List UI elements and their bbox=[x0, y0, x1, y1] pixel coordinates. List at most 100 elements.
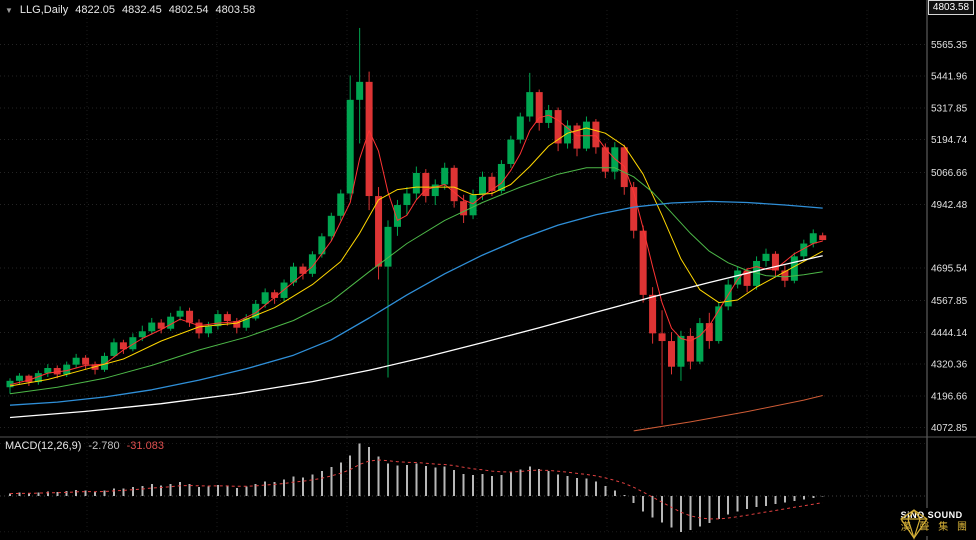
candle-body bbox=[677, 335, 685, 367]
candle-body bbox=[204, 326, 212, 334]
candle-body bbox=[611, 147, 619, 172]
candle-body bbox=[308, 254, 316, 274]
macd-header: MACD(12,26,9) -2.780 -31.083 bbox=[5, 440, 164, 452]
candle-body bbox=[554, 110, 562, 144]
candle-body bbox=[715, 306, 723, 342]
candle-body bbox=[242, 318, 250, 328]
candle-body bbox=[734, 270, 742, 285]
price-axis-label: 4695.54 bbox=[931, 263, 968, 274]
candle-body bbox=[290, 266, 297, 283]
candle-body bbox=[299, 266, 307, 274]
candle-body bbox=[384, 226, 392, 267]
candlestick-series bbox=[6, 27, 827, 425]
ohlc-open: 4822.05 bbox=[75, 4, 115, 16]
candle-body bbox=[233, 321, 241, 328]
candle-body bbox=[6, 380, 14, 388]
candle-body bbox=[393, 205, 401, 227]
candle-body bbox=[771, 253, 779, 271]
candle-body bbox=[223, 314, 231, 322]
gridlines bbox=[0, 10, 925, 534]
candle-body bbox=[516, 116, 524, 140]
macd-signal-value: -31.083 bbox=[126, 440, 164, 452]
candle-body bbox=[82, 357, 90, 365]
candle-body bbox=[346, 99, 354, 194]
candle-body bbox=[167, 316, 175, 329]
ma-mid-yellow-line bbox=[9, 127, 823, 387]
current-price-label: 4803.58 bbox=[928, 0, 974, 15]
candle-body bbox=[337, 193, 345, 216]
logo-line2: 漢 聲 集 團 bbox=[900, 521, 970, 533]
price-axis-label: 4196.66 bbox=[931, 391, 968, 402]
candle-body bbox=[176, 310, 184, 317]
candle-body bbox=[630, 187, 638, 231]
candle-body bbox=[422, 172, 430, 197]
price-axis-label: 4072.85 bbox=[931, 423, 968, 434]
price-axis-label: 5565.35 bbox=[931, 40, 968, 51]
candle-body bbox=[119, 342, 127, 350]
candle-body bbox=[403, 193, 411, 206]
candle-body bbox=[15, 375, 23, 381]
candle-body bbox=[375, 196, 383, 267]
candle-body bbox=[271, 292, 279, 298]
ohlc-low: 4802.54 bbox=[168, 4, 209, 16]
candle-body bbox=[592, 121, 600, 148]
candle-body bbox=[53, 367, 61, 375]
macd-signal-line bbox=[9, 459, 823, 520]
candle-body bbox=[129, 337, 137, 350]
price-axis-label: 4320.36 bbox=[931, 360, 968, 371]
candle-body bbox=[762, 253, 770, 261]
ma-white-line bbox=[9, 255, 823, 419]
candle-body bbox=[63, 364, 71, 375]
macd-indicator bbox=[0, 443, 925, 533]
candle-body bbox=[327, 215, 335, 237]
price-axis-label: 5317.85 bbox=[931, 104, 968, 115]
macd-main-value: -2.780 bbox=[88, 440, 120, 452]
price-axis[interactable]: 5565.35 5441.96 5317.85 5194.74 5066.66 4942.… bbox=[931, 40, 968, 434]
price-axis-label: 4567.85 bbox=[931, 296, 968, 307]
candle-body bbox=[318, 236, 326, 255]
candle-body bbox=[705, 323, 713, 342]
price-axis-label: 4444.14 bbox=[931, 328, 968, 339]
candle-body bbox=[488, 176, 496, 191]
candle-body bbox=[441, 167, 449, 185]
candle-body bbox=[819, 235, 827, 241]
candle-body bbox=[72, 357, 80, 365]
candle-body bbox=[450, 167, 458, 202]
candle-body bbox=[431, 184, 439, 197]
candle-body bbox=[639, 230, 647, 295]
candle-body bbox=[138, 331, 146, 338]
candle-body bbox=[261, 292, 269, 304]
candle-body bbox=[743, 270, 751, 286]
candle-body bbox=[601, 147, 609, 172]
price-axis-label: 5441.96 bbox=[931, 72, 968, 83]
candle-body bbox=[564, 125, 572, 144]
moving-average-overlays bbox=[9, 114, 823, 432]
broker-logo: SiNO SOUND 漢 聲 集 團 bbox=[898, 508, 972, 540]
candle-body bbox=[469, 194, 477, 216]
candle-body bbox=[781, 270, 789, 281]
candle-body bbox=[809, 233, 817, 244]
candle-body bbox=[507, 139, 515, 164]
candle-body bbox=[545, 110, 553, 123]
candle-body bbox=[460, 201, 468, 216]
candle-body bbox=[790, 256, 798, 281]
price-axis-label: 5194.74 bbox=[931, 135, 968, 146]
candle-body bbox=[582, 121, 590, 149]
price-axis-label: 5066.66 bbox=[931, 168, 968, 179]
candle-body bbox=[412, 172, 420, 194]
macd-name-label: MACD(12,26,9) bbox=[5, 440, 82, 452]
collapse-icon[interactable]: ▼ bbox=[5, 5, 13, 15]
candle-body bbox=[573, 125, 581, 149]
candle-body bbox=[186, 310, 194, 323]
candle-body bbox=[356, 81, 364, 100]
ma-fast-red-line bbox=[9, 114, 823, 386]
ohlc-high: 4832.45 bbox=[121, 4, 162, 16]
candle-body bbox=[214, 314, 222, 327]
price-axis-label: 4942.48 bbox=[931, 200, 968, 211]
ma-slow-green-line bbox=[9, 167, 823, 395]
candle-body bbox=[497, 163, 505, 191]
diamond-logo-icon bbox=[899, 509, 928, 540]
